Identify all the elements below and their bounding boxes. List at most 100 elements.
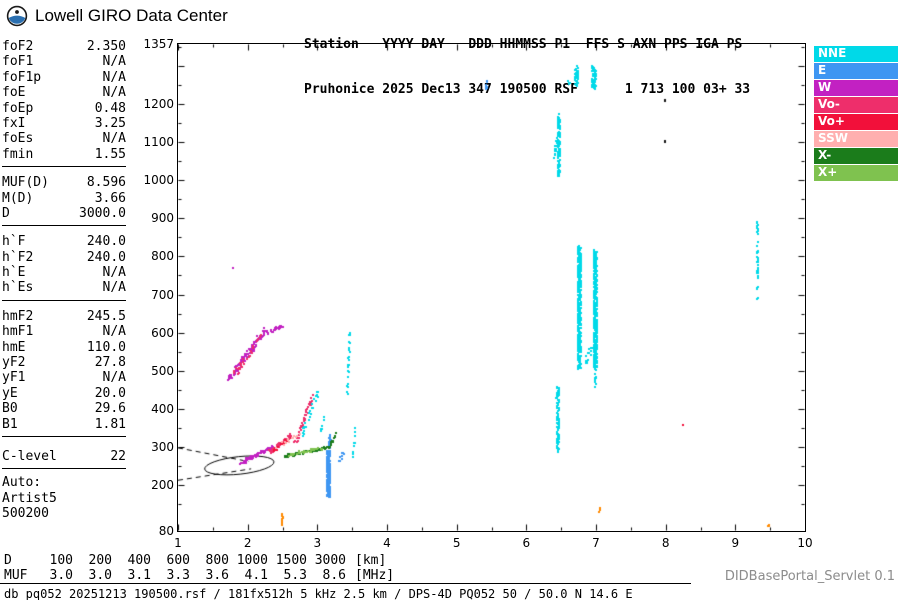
param-label: fmin <box>2 146 34 162</box>
x-axis-tick-label: 4 <box>383 536 391 550</box>
param-row: hmE 110.0 <box>2 340 126 355</box>
param-row: B0 29.6 <box>2 401 126 416</box>
param-value: 245.5 <box>86 308 126 324</box>
param-label: hmE <box>2 339 26 355</box>
param-label: foF1p <box>2 69 42 85</box>
muf-value: 3.3 <box>166 568 190 583</box>
muf-row-label: D <box>4 553 12 568</box>
param-group: C-level 22 <box>2 448 126 470</box>
y-axis-tick-label: 700 <box>151 287 174 302</box>
param-panel: foF2 2.350 foF1 N/A foF1p N/A foE N/A foEp 0.48 fx… <box>2 39 126 522</box>
y-axis-tick-label: 500 <box>151 363 174 378</box>
param-row: fxI 3.25 <box>2 116 126 131</box>
param-row: foE N/A <box>2 85 126 100</box>
bottom-divider <box>0 583 691 584</box>
y-axis-tick-label: 600 <box>151 325 174 340</box>
param-row: h`F 240.0 <box>2 234 126 249</box>
param-row: foEs N/A <box>2 131 126 146</box>
param-label: h`Es <box>2 280 34 296</box>
param-value: 1.55 <box>94 146 126 162</box>
param-label: h`F2 <box>2 249 34 265</box>
giro-logo-icon <box>6 5 28 27</box>
param-label: C-level <box>2 448 57 464</box>
muf-value: 100 <box>49 553 73 568</box>
param-row: fmin 1.55 <box>2 147 126 162</box>
param-label: yE <box>2 385 18 401</box>
param-row: h`F2 240.0 <box>2 250 126 265</box>
param-group: MUF(D) 8.596 M(D) 3.66 D 3000.0 <box>2 175 126 227</box>
x-axis-tick-label: 9 <box>731 536 740 550</box>
muf-value: 800 <box>205 553 229 568</box>
y-axis-tick-label: 80 <box>158 524 174 538</box>
y-axis-tick-label: 1100 <box>143 135 174 149</box>
muf-value: 4.1 <box>244 568 268 583</box>
x-axis-tick-label: 3 <box>313 536 322 550</box>
muf-value: 5.3 <box>283 568 307 583</box>
muf-value: 3.0 <box>49 568 73 583</box>
param-label: M(D) <box>2 190 34 206</box>
x-axis-tick-label: 10 <box>797 536 813 550</box>
y-axis-tick-label: 400 <box>151 401 174 416</box>
param-row: foF2 2.350 <box>2 39 126 54</box>
muf-value: 3.6 <box>205 568 229 583</box>
param-value: N/A <box>102 324 126 340</box>
legend-item-nne: NNE <box>814 46 898 62</box>
param-label: MUF(D) <box>2 175 49 191</box>
param-row: h`E N/A <box>2 265 126 280</box>
param-label: h`E <box>2 265 26 281</box>
y-axis-tick-label: 900 <box>151 211 174 226</box>
legend-item-e: E <box>814 63 898 79</box>
param-row: MUF(D) 8.596 <box>2 175 126 190</box>
param-value: 2.350 <box>86 39 126 54</box>
param-value: N/A <box>102 54 126 70</box>
servlet-version: DIDBasePortal_Servlet 0.1 <box>724 569 895 584</box>
x-axis-tick-label: 7 <box>592 536 600 550</box>
echo-direction-legend: NNE E W Vo- Vo+ SSW X- X+ <box>814 46 898 182</box>
param-value: 3.25 <box>94 115 126 131</box>
muf-value: 600 <box>166 553 190 568</box>
param-label: foF2 <box>2 39 34 54</box>
param-row: yE 20.0 <box>2 386 126 401</box>
muf-unit-label: [MHz] <box>355 568 395 583</box>
muf-value: 400 <box>127 553 151 568</box>
param-label: yF2 <box>2 355 26 371</box>
ionogram-canvas <box>178 44 805 531</box>
param-value: N/A <box>102 69 126 85</box>
param-group: h`F 240.0 h`F2 240.0 h`E N/A h`Es N/A <box>2 234 126 301</box>
param-value: 22 <box>110 448 126 464</box>
legend-item-vo: Vo+ <box>814 114 898 130</box>
param-row: M(D) 3.66 <box>2 191 126 206</box>
param-value: N/A <box>102 280 126 296</box>
param-value: 27.8 <box>94 355 126 371</box>
param-row: h`Es N/A <box>2 280 126 295</box>
param-label: h`F <box>2 234 26 250</box>
param-label: foE <box>2 85 26 101</box>
param-value: 3.66 <box>94 190 126 206</box>
y-axis-tick-label: 1357 <box>143 37 174 51</box>
legend-item-ssw: SSW <box>814 131 898 147</box>
param-label: yF1 <box>2 370 26 386</box>
auto-status-line: 500200 <box>2 506 49 522</box>
x-axis-tick-label: 8 <box>661 536 670 550</box>
muf-table-row: MUF 3.0 3.0 3.1 3.3 3.6 4.1 5.3 8.6 [MHz] <box>4 568 394 583</box>
param-label: foEs <box>2 131 34 147</box>
param-row: hmF1 N/A <box>2 324 126 339</box>
muf-unit-label: [km] <box>355 553 387 568</box>
x-axis-tick-label: 6 <box>522 536 531 550</box>
param-label: fxI <box>2 115 26 131</box>
param-value: 240.0 <box>86 249 126 265</box>
param-row: B1 1.81 <box>2 417 126 432</box>
param-value: 240.0 <box>86 234 126 250</box>
param-label: B0 <box>2 401 18 417</box>
param-value: N/A <box>102 370 126 386</box>
muf-value: 200 <box>88 553 112 568</box>
brand-header: Lowell GIRO Data Center <box>6 5 228 27</box>
param-label: D <box>2 205 10 221</box>
auto-status-line: Artist5 <box>2 490 57 506</box>
d-muf-table: D 100 200 400 600 800 1000 1500 3000 [km] MUF 3.0 3.… <box>4 553 394 583</box>
muf-value: 8.6 <box>322 568 346 583</box>
param-label: hmF1 <box>2 324 34 340</box>
param-value: 29.6 <box>94 401 126 417</box>
plot-frame <box>177 43 806 532</box>
